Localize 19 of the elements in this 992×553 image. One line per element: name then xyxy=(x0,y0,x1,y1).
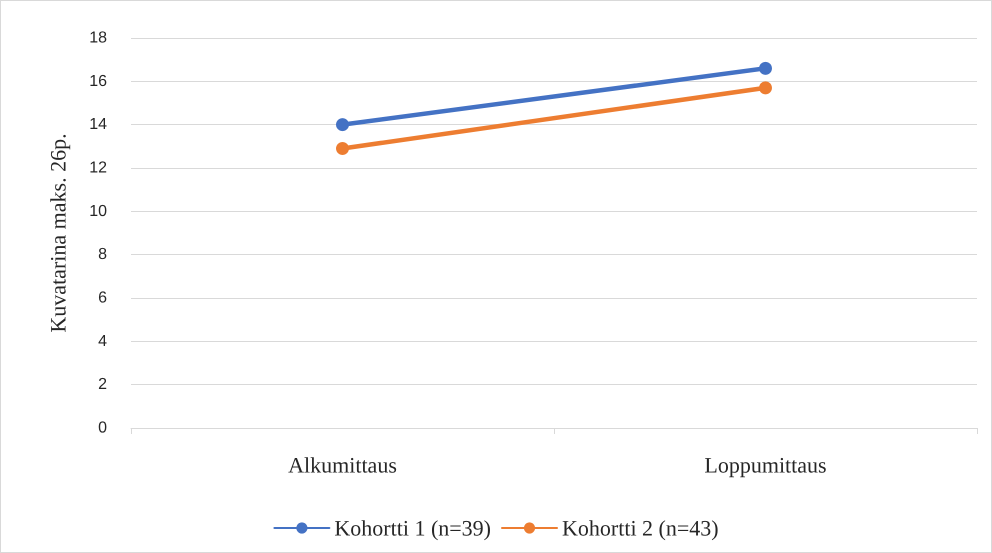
point xyxy=(759,81,772,94)
point xyxy=(336,118,349,132)
y-tick-label: 12 xyxy=(89,160,108,176)
x-tick-label: Loppumittaus xyxy=(704,452,827,478)
y-axis-title: Kuvatarina maks. 26p. xyxy=(46,133,70,333)
legend-label: Kohortti 2 (n=43) xyxy=(562,516,719,540)
point xyxy=(336,142,349,155)
y-tick-label: 8 xyxy=(98,246,108,264)
y-tick-label: 10 xyxy=(89,202,108,220)
y-tick-label: 6 xyxy=(98,290,108,306)
y-tick-label: 14 xyxy=(89,116,108,134)
y-tick-label: 2 xyxy=(98,376,108,394)
y-tick-label: 4 xyxy=(98,332,108,350)
y-tick-label: 18 xyxy=(89,30,108,46)
x-tick-label: Alkumittaus xyxy=(288,452,397,478)
point xyxy=(759,62,772,75)
y-tick-label: 0 xyxy=(98,420,108,436)
legend-label: Kohortti 1 (n=39) xyxy=(334,516,492,540)
y-tick-label: 16 xyxy=(89,72,108,90)
